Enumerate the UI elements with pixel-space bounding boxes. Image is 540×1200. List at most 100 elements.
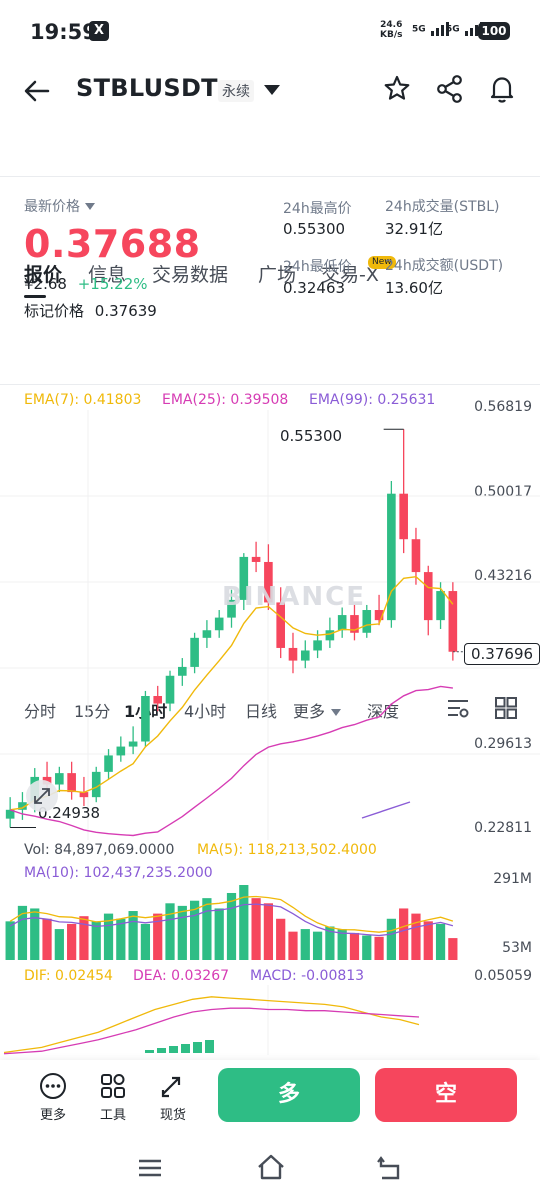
candle — [387, 481, 396, 628]
tab-active-indicator — [24, 295, 46, 298]
caret-down-icon — [331, 709, 342, 716]
menu-icon — [139, 1159, 161, 1177]
macd-histogram-bar — [145, 1050, 154, 1053]
tab-trade-x[interactable]: 交易-X — [321, 264, 379, 286]
symbol-dropdown-button[interactable] — [263, 82, 281, 101]
volume-label: 24h成交量(STBL) — [385, 199, 500, 215]
candle-body — [190, 637, 199, 667]
new-badge: New — [368, 256, 396, 269]
candlestick-chart[interactable] — [0, 410, 540, 840]
price-axis-label: 0.22811 — [474, 820, 532, 836]
fullscreen-button[interactable] — [26, 780, 58, 812]
mark-price: 0.37639 — [94, 302, 157, 320]
indicator-settings-button[interactable] — [446, 696, 470, 724]
alert-button[interactable] — [488, 74, 516, 108]
volume-bar — [67, 923, 77, 960]
low-label: 24h最低价 — [283, 259, 352, 275]
last-price-label[interactable]: 最新价格 — [24, 196, 96, 216]
back-nav-button[interactable] — [376, 1154, 404, 1186]
dea-line — [3, 1007, 420, 1055]
long-button[interactable]: 多 — [218, 1068, 360, 1122]
home-button[interactable] — [256, 1152, 286, 1186]
candle-body — [128, 741, 138, 747]
price-axis-label: 0.56819 — [474, 399, 532, 415]
candle-body — [141, 695, 150, 742]
favorite-button[interactable] — [383, 74, 411, 108]
expand-icon — [34, 788, 50, 804]
swap-icon — [161, 1076, 181, 1098]
interval-1d[interactable]: 日线 — [245, 702, 278, 721]
macd-histogram-bar — [157, 1048, 166, 1053]
candle — [190, 632, 199, 674]
candle-body — [423, 572, 433, 621]
contract-type-badge: 永续 — [218, 80, 254, 102]
volume-bar — [30, 908, 40, 960]
candle-body — [411, 539, 421, 573]
turnover-label: 24h成交额(USDT) — [385, 258, 504, 274]
star-icon — [384, 75, 410, 100]
caret-down-icon — [264, 85, 280, 95]
candle — [399, 429, 408, 554]
volume-bar — [349, 932, 360, 960]
interval-4h[interactable]: 4小时 — [184, 702, 227, 721]
signal-icon-1: 5G — [412, 22, 451, 36]
interval-line[interactable]: 分时 — [24, 702, 57, 721]
candle — [5, 797, 15, 828]
volume-bar — [337, 929, 347, 960]
spot-button[interactable]: 现货 — [156, 1072, 190, 1123]
macd-chart — [3, 985, 420, 1055]
candle-body — [337, 615, 347, 631]
symbol-title[interactable]: STBLUSDT — [76, 74, 218, 102]
recents-button[interactable] — [136, 1154, 164, 1186]
volume-ma5-line — [9, 895, 454, 933]
battery-icon: 100 — [478, 22, 510, 40]
volume-bar — [91, 921, 101, 960]
tab-trading-data[interactable]: 交易数据 — [152, 264, 229, 286]
volume-bar — [226, 892, 237, 960]
tab-info[interactable]: 信息 — [88, 264, 127, 286]
volume-bar — [54, 929, 64, 960]
layout-button[interactable] — [494, 696, 518, 724]
volume-axis-top: 291M — [493, 871, 532, 887]
volume-legend: Vol: 84,897,069.0000 — [24, 842, 175, 858]
short-button[interactable]: 空 — [375, 1068, 517, 1122]
last-price: 0.37688 — [24, 222, 201, 266]
back-button[interactable] — [22, 76, 52, 110]
candle — [178, 658, 187, 686]
macd-dea-legend: DEA: 0.03267 — [133, 968, 230, 984]
more-label: 更多 — [39, 1108, 66, 1123]
candle — [411, 527, 421, 585]
more-button[interactable]: 更多 — [36, 1072, 70, 1123]
candle-body — [116, 746, 126, 756]
ema99-line — [361, 801, 411, 819]
candle-body — [5, 809, 15, 819]
volume-bar — [189, 900, 200, 960]
share-button[interactable] — [436, 74, 464, 108]
candle — [91, 766, 101, 803]
candle-body — [374, 610, 384, 621]
volume-bar — [214, 908, 224, 960]
candle-body — [264, 561, 273, 603]
candle-body — [104, 755, 113, 772]
tab-square[interactable]: 广场 — [258, 264, 297, 286]
mark-price-label: 标记价格 — [24, 302, 85, 320]
candle — [325, 617, 335, 648]
volume-value: 32.91亿 — [385, 220, 443, 238]
low-marker-label: 0.24938 — [38, 804, 101, 822]
home-icon — [258, 1154, 284, 1180]
candle-body — [436, 591, 445, 621]
candle — [165, 670, 175, 712]
ema25-legend: EMA(25): 0.39508 — [162, 392, 289, 408]
candle-body — [239, 556, 249, 600]
candle — [436, 582, 445, 629]
candle — [202, 620, 212, 648]
depth-tab[interactable]: 深度 — [367, 702, 400, 721]
interval-15m[interactable]: 15分 — [74, 702, 111, 721]
candle-body — [165, 675, 175, 704]
network-speed-value: 24.6 — [380, 20, 403, 30]
share-icon — [437, 75, 462, 103]
tab-quote[interactable]: 报价 — [24, 264, 63, 286]
interval-more[interactable]: 更多 — [293, 698, 342, 722]
price-axis-label: 0.29613 — [474, 736, 532, 752]
tools-button[interactable]: 工具 — [96, 1072, 130, 1123]
